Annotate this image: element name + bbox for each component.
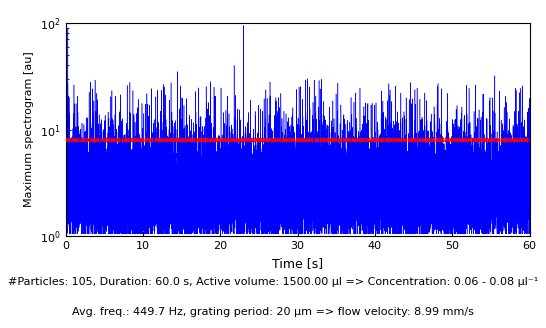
- X-axis label: Time [s]: Time [s]: [272, 256, 323, 270]
- Text: Avg. freq.: 449.7 Hz, grating period: 20 μm => flow velocity: 8.99 mm/s: Avg. freq.: 449.7 Hz, grating period: 20…: [72, 307, 474, 317]
- Y-axis label: Maximum spectrogram [au]: Maximum spectrogram [au]: [25, 52, 34, 207]
- Text: #Particles: 105, Duration: 60.0 s, Active volume: 1500.00 μl => Concentration: 0: #Particles: 105, Duration: 60.0 s, Activ…: [8, 277, 538, 287]
